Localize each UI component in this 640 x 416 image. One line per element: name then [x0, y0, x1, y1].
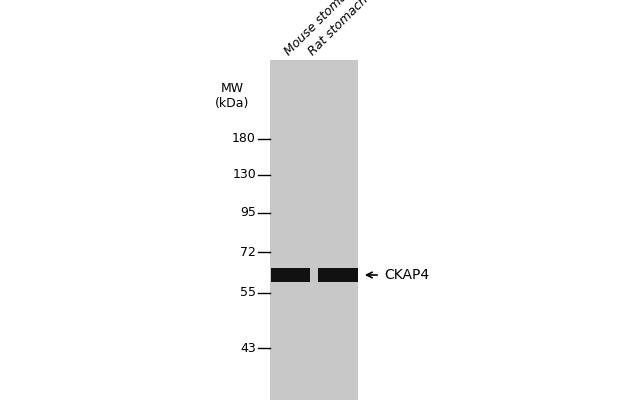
Bar	[271, 268, 310, 282]
Text: 72: 72	[240, 245, 256, 258]
Bar	[318, 268, 358, 282]
Text: 55: 55	[240, 287, 256, 300]
Text: CKAP4: CKAP4	[384, 268, 429, 282]
Bar	[270, 60, 358, 400]
Text: Mouse stomach: Mouse stomach	[282, 0, 360, 58]
Text: 130: 130	[232, 168, 256, 181]
Text: 180: 180	[232, 133, 256, 146]
Text: 95: 95	[240, 206, 256, 220]
Text: Rat stomach: Rat stomach	[306, 0, 371, 58]
Text: 43: 43	[240, 342, 256, 354]
Text: MW
(kDa): MW (kDa)	[215, 82, 249, 110]
